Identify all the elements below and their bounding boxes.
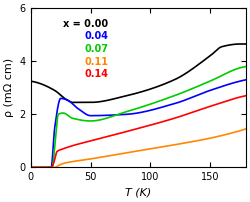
Text: 0.04: 0.04 bbox=[84, 31, 108, 41]
X-axis label: T (K): T (K) bbox=[125, 188, 152, 198]
Text: 0.11: 0.11 bbox=[84, 57, 108, 67]
Text: x = 0.00: x = 0.00 bbox=[63, 19, 108, 28]
Y-axis label: ρ (mΩ cm): ρ (mΩ cm) bbox=[4, 58, 14, 117]
Text: 0.14: 0.14 bbox=[84, 69, 108, 79]
Text: 0.07: 0.07 bbox=[84, 44, 108, 54]
